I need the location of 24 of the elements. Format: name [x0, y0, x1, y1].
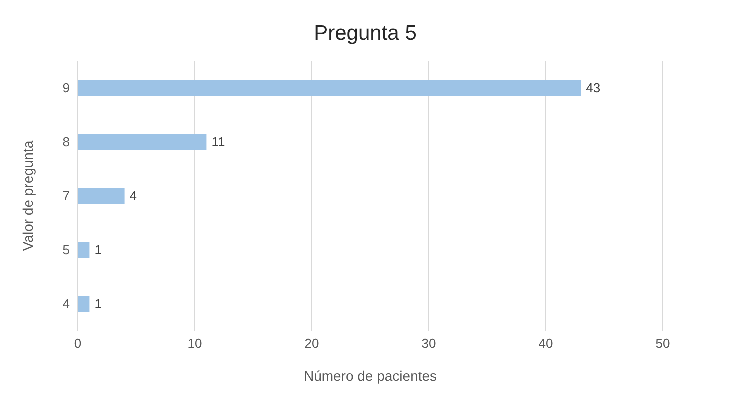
- y-tick-label: 4: [62, 296, 70, 312]
- x-tick-label: 10: [188, 336, 202, 352]
- x-tick-label: 0: [74, 336, 82, 352]
- bar: [78, 188, 125, 204]
- x-tick-label: 40: [538, 336, 554, 352]
- x-tick-label: 20: [304, 336, 320, 352]
- bar: [78, 134, 207, 150]
- y-tick-label: 5: [62, 242, 70, 258]
- data-label: 1: [94, 296, 102, 312]
- data-label: 11: [212, 134, 226, 150]
- data-label: 43: [586, 80, 601, 96]
- data-label: 1: [94, 242, 102, 258]
- y-tick-label: 9: [62, 80, 70, 96]
- bar: [78, 296, 90, 312]
- x-axis-title: Número de pacientes: [304, 368, 438, 384]
- x-tick-label: 50: [656, 336, 670, 352]
- y-tick-label: 8: [62, 134, 70, 150]
- x-tick-label: 30: [422, 336, 436, 352]
- chart-title: Pregunta 5: [313, 22, 418, 47]
- data-label: 4: [130, 188, 138, 204]
- bar: [78, 242, 90, 258]
- y-axis-title: Valor de pregunta: [20, 140, 36, 252]
- bar: [78, 80, 582, 96]
- y-tick-label: 7: [62, 188, 70, 204]
